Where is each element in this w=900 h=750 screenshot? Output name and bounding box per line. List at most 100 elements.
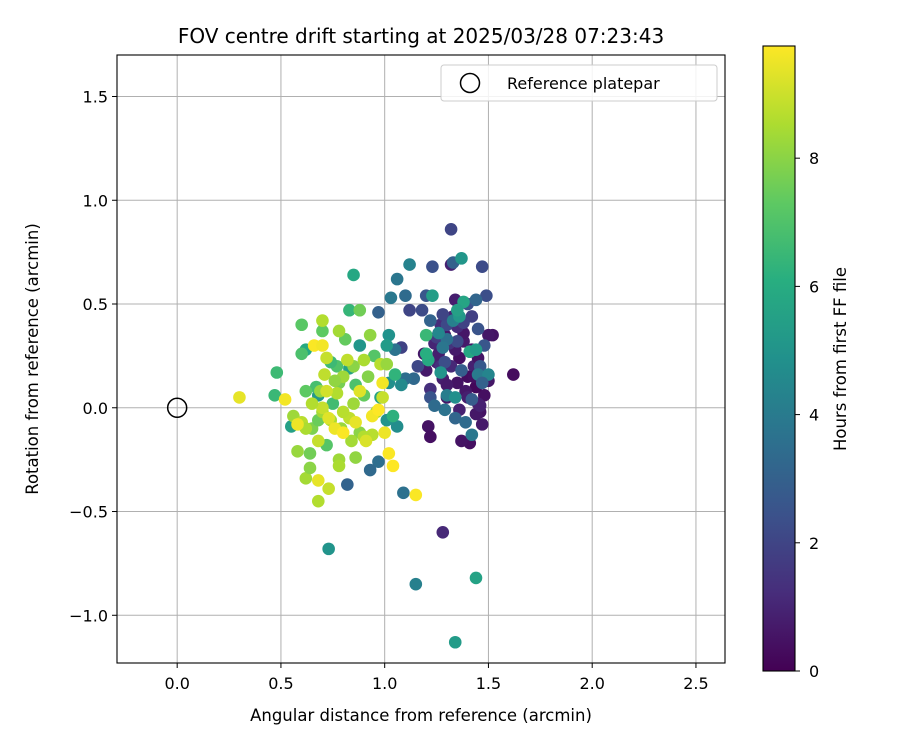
data-point xyxy=(341,353,354,367)
data-point xyxy=(233,391,246,404)
x-tick-label: 1.0 xyxy=(372,674,397,693)
data-point xyxy=(397,486,410,500)
data-point xyxy=(343,303,356,317)
data-point xyxy=(347,268,360,282)
y-axis-label: Rotation from reference (arcmin) xyxy=(23,223,42,495)
data-point xyxy=(475,418,489,431)
data-point xyxy=(448,411,462,425)
colorbar-tick-label: 8 xyxy=(809,149,819,168)
data-point xyxy=(382,328,396,342)
x-axis-label: Angular distance from reference (arcmin) xyxy=(250,706,592,725)
data-point xyxy=(295,318,308,332)
data-point xyxy=(480,289,493,303)
data-point xyxy=(432,326,445,340)
data-point xyxy=(434,366,448,379)
data-point xyxy=(318,368,331,381)
data-point xyxy=(311,434,325,448)
data-point xyxy=(322,542,335,556)
data-point xyxy=(299,384,313,398)
data-point xyxy=(278,393,292,406)
x-tick-label: 0.0 xyxy=(164,674,189,693)
data-point xyxy=(353,339,367,352)
data-point xyxy=(471,322,485,336)
data-point xyxy=(444,223,458,236)
data-point xyxy=(419,347,433,361)
data-point xyxy=(311,474,325,487)
data-point xyxy=(424,314,437,327)
data-point xyxy=(507,368,520,381)
data-point xyxy=(390,272,404,286)
y-axis-ticks: −1.0 −0.5 0.0 0.5 1.0 1.5 xyxy=(69,88,117,625)
data-point xyxy=(469,343,483,356)
data-point xyxy=(428,399,441,412)
data-point xyxy=(363,463,377,477)
data-point xyxy=(426,260,439,273)
data-point xyxy=(341,478,354,491)
data-point xyxy=(421,420,435,433)
data-point xyxy=(311,494,325,508)
x-tick-label: 2.5 xyxy=(683,674,708,693)
data-point xyxy=(465,428,479,442)
legend-box xyxy=(440,64,718,102)
data-point xyxy=(326,397,340,410)
data-point xyxy=(376,391,389,404)
y-tick-label: 0.0 xyxy=(83,399,108,418)
reference-marker-layer xyxy=(166,397,188,419)
colorbar xyxy=(762,45,796,672)
legend-label: Reference platepar xyxy=(507,74,660,93)
x-tick-label: 2.0 xyxy=(579,674,604,693)
colorbar-tick-label: 4 xyxy=(809,406,819,425)
data-point xyxy=(372,403,385,417)
data-point xyxy=(399,289,412,303)
legend-marker xyxy=(459,72,481,94)
data-point xyxy=(322,482,335,495)
data-point xyxy=(475,376,489,390)
data-point xyxy=(380,339,394,352)
data-point xyxy=(436,308,450,321)
data-point xyxy=(451,303,464,317)
x-tick-label: 0.5 xyxy=(268,674,293,693)
data-point xyxy=(291,418,304,431)
colorbar-tick-label: 6 xyxy=(809,277,819,296)
data-point xyxy=(403,258,416,271)
legend: Reference platepar xyxy=(440,64,718,102)
data-point xyxy=(349,415,362,429)
data-point xyxy=(394,378,408,392)
data-point xyxy=(299,472,313,485)
data-point xyxy=(409,488,423,502)
data-point xyxy=(436,525,450,539)
data-point xyxy=(482,328,495,342)
data-point xyxy=(320,384,333,398)
data-point xyxy=(372,306,385,319)
data-point xyxy=(475,260,489,273)
data-points xyxy=(233,223,520,649)
data-point xyxy=(316,314,329,327)
plot-frame xyxy=(116,54,726,664)
data-point xyxy=(455,364,468,377)
data-point xyxy=(316,324,329,338)
y-tick-label: −0.5 xyxy=(69,503,108,522)
data-point xyxy=(376,376,389,390)
data-point xyxy=(448,635,462,649)
data-point xyxy=(353,303,367,317)
data-point xyxy=(390,420,404,433)
y-tick-label: 0.5 xyxy=(83,295,108,314)
data-point xyxy=(316,339,329,352)
y-tick-label: −1.0 xyxy=(69,606,108,625)
data-point xyxy=(336,405,350,419)
data-point xyxy=(359,434,373,448)
data-point xyxy=(303,447,317,460)
data-point xyxy=(316,401,329,415)
data-point xyxy=(411,359,425,373)
data-point xyxy=(469,293,483,307)
data-point xyxy=(382,447,396,460)
data-point xyxy=(380,357,394,371)
data-point xyxy=(320,351,333,365)
data-point xyxy=(378,426,391,439)
data-point xyxy=(349,451,362,464)
data-point xyxy=(353,384,367,398)
data-point xyxy=(424,430,437,444)
data-point xyxy=(384,291,398,305)
x-tick-label: 1.5 xyxy=(476,674,501,693)
